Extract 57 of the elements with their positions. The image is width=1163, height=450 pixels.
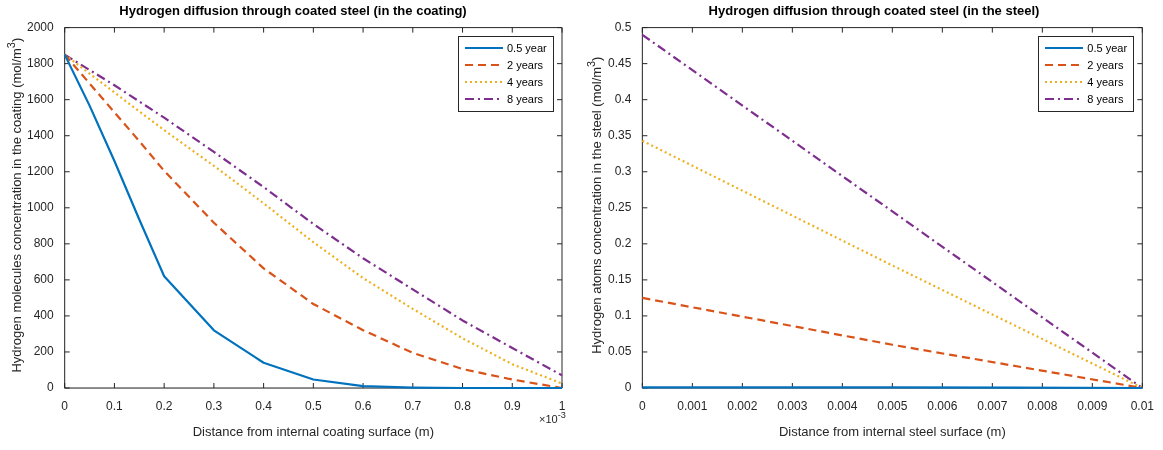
text: ×10$^{-3}$ — [539, 410, 566, 425]
x-tick-label: 0.9 — [503, 398, 521, 413]
y-tick-label: 0.35 — [608, 128, 632, 143]
chart-title: Hydrogen diffusion through coated steel (in the coating) — [119, 3, 467, 19]
x-axis-title: Distance from internal coating surface (m) — [192, 423, 434, 439]
x-tick-label: 0.2 — [155, 398, 173, 413]
y-tick-label: 0 — [47, 380, 55, 395]
x-tick-label: 0.008 — [1027, 398, 1058, 413]
y-tick-label: 0.5 — [614, 19, 632, 34]
legend-label: 0.5 year — [507, 42, 547, 55]
chart-title: Hydrogen diffusion through coated steel (in the steel) — [708, 3, 1040, 19]
y-tick-label: 1600 — [26, 91, 55, 106]
x-tick-label: 0.01 — [1130, 398, 1155, 413]
x-tick-label: 0.8 — [454, 398, 472, 413]
x-axis-title: Distance from internal steel surface (m) — [778, 423, 1006, 439]
x-tick-label: 0 — [61, 398, 69, 413]
x-tick-label: 1 — [558, 398, 566, 413]
legend-label: 8 years — [1087, 93, 1124, 106]
y-tick-label: 0.4 — [614, 91, 632, 106]
x-tick-label: 0.003 — [777, 398, 808, 413]
y-tick-label: 0.1 — [614, 308, 632, 323]
y-tick-label: 0.15 — [608, 272, 632, 287]
x-tick-label: 0.7 — [404, 398, 422, 413]
y-tick-label: 0.2 — [614, 236, 632, 251]
x-tick-label: 0.007 — [977, 398, 1008, 413]
y-tick-label: 0.05 — [608, 344, 632, 359]
x-tick-label: 0.001 — [677, 398, 708, 413]
y-tick-label: 2000 — [26, 19, 55, 34]
x-tick-label: 0.4 — [255, 398, 273, 413]
y-tick-label: 0.45 — [608, 55, 632, 70]
y-tick-label: 0 — [624, 380, 632, 395]
y-tick-label: 200 — [33, 344, 55, 359]
legend-label: 4 years — [507, 76, 544, 89]
x-tick-label: 0.009 — [1077, 398, 1108, 413]
y-tick-label: 0.3 — [614, 164, 632, 179]
legend-label: 4 years — [1087, 76, 1124, 89]
legend-label: 2 years — [1087, 59, 1124, 72]
y-tick-label: 400 — [33, 308, 55, 323]
x-tick-label: 0.004 — [827, 398, 858, 413]
x-tick-label: 0 — [639, 398, 647, 413]
y-tick-label: 1400 — [26, 128, 55, 143]
y-tick-label: 1000 — [26, 200, 55, 215]
y-tick-label: 600 — [33, 272, 55, 287]
y-tick-label: 1200 — [26, 164, 55, 179]
x-tick-label: 0.6 — [354, 398, 372, 413]
x-tick-label: 0.005 — [877, 398, 908, 413]
y-tick-label: 800 — [33, 236, 55, 251]
x-tick-label: 0.3 — [205, 398, 223, 413]
x-tick-label: 0.002 — [727, 398, 758, 413]
x-tick-label: 0.1 — [106, 398, 124, 413]
y-tick-label: 1800 — [26, 55, 55, 70]
legend-label: 8 years — [507, 93, 544, 106]
legend-label: 2 years — [507, 59, 544, 72]
legend-label: 0.5 year — [1087, 42, 1128, 55]
x-tick-label: 0.5 — [305, 398, 323, 413]
x-tick-label: 0.006 — [927, 398, 958, 413]
y-tick-label: 0.25 — [608, 200, 632, 215]
